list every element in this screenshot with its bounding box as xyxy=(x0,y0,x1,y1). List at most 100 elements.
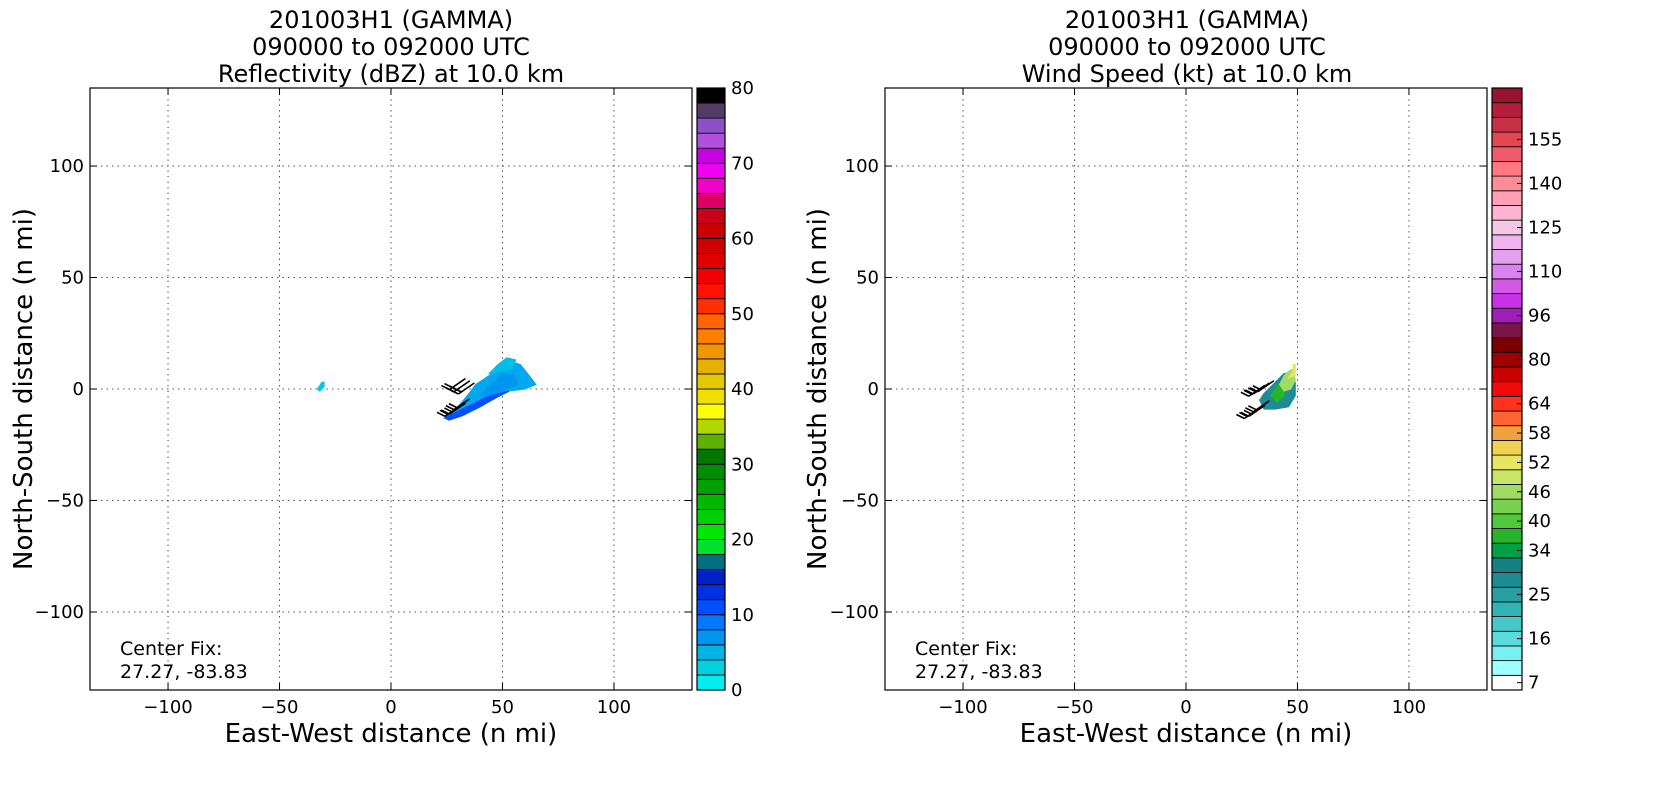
barb-flag xyxy=(1243,389,1253,395)
colorbar-tick-label: 125 xyxy=(1528,217,1562,238)
colorbar-tick-label: 34 xyxy=(1528,541,1551,562)
barb-flag xyxy=(1247,405,1257,411)
center-fix-label: Center Fix: xyxy=(120,638,222,660)
x-tick-label: 50 xyxy=(1286,697,1309,718)
wind-barbs xyxy=(1236,380,1275,420)
colorbar-tick-label: 80 xyxy=(1528,350,1551,371)
colorbar-cell xyxy=(696,403,726,420)
barb-flag xyxy=(436,411,446,418)
x-tick-label: 50 xyxy=(491,697,514,718)
barb-flag xyxy=(444,382,453,389)
colorbar-cell xyxy=(1491,190,1523,206)
colorbar-cell xyxy=(696,253,726,270)
colorbar-cell xyxy=(1491,469,1523,485)
chart-title-line: 201003H1 (GAMMA) xyxy=(1065,6,1309,34)
colorbar-cell xyxy=(1491,616,1523,632)
x-axis-label: East-West distance (n mi) xyxy=(1020,719,1353,749)
colorbar-cell xyxy=(696,493,726,510)
colorbar-cell xyxy=(1491,381,1523,397)
colorbar-tick-label: 7 xyxy=(1528,673,1539,694)
chart-title-line: 201003H1 (GAMMA) xyxy=(269,6,513,34)
colorbar-cell xyxy=(696,238,726,254)
colorbar-cell xyxy=(696,448,726,465)
colorbar-cell xyxy=(1491,87,1523,104)
y-axis-label: North-South distance (n mi) xyxy=(9,208,39,570)
field-south-edge xyxy=(443,390,510,421)
colorbar-cell xyxy=(1491,557,1523,573)
colorbar-tick-label: 70 xyxy=(731,153,754,174)
center-fix-label: Center Fix: xyxy=(915,638,1017,660)
colorbar-frame xyxy=(1491,87,1523,691)
colorbar-cell xyxy=(696,117,726,134)
wind-barbs xyxy=(436,377,475,418)
colorbar-cell xyxy=(696,102,726,119)
colorbar-cell xyxy=(696,629,726,646)
colorbar-cell xyxy=(696,358,726,375)
grid xyxy=(885,88,1487,690)
colorbar-tick-label: 10 xyxy=(731,605,754,626)
y-tick-label: 50 xyxy=(61,268,84,289)
colorbar-tick-label: 0 xyxy=(731,680,742,701)
colorbar-cell xyxy=(696,478,726,495)
colorbar-cell xyxy=(696,433,726,450)
colorbar-cell xyxy=(1491,278,1523,294)
colorbar-tick-label: 64 xyxy=(1528,394,1551,415)
barb-flag xyxy=(1244,407,1254,413)
colorbar-cell xyxy=(1491,293,1523,309)
colorbar-cell xyxy=(696,207,726,224)
x-tick-label: 0 xyxy=(385,697,396,718)
x-tick-label: −100 xyxy=(143,697,192,718)
colorbar-tick-label: 80 xyxy=(731,78,754,99)
colorbar-cell xyxy=(696,584,726,601)
colorbar: 0 10 20 30 40 50 60 70 80 xyxy=(696,78,754,701)
colorbar-cell xyxy=(696,283,726,300)
colorbar-tick-label: 58 xyxy=(1528,423,1551,444)
y-tick-label: −100 xyxy=(35,602,84,623)
colorbar-cell xyxy=(1491,205,1523,221)
wind-barb xyxy=(1240,384,1266,397)
colorbar-cell xyxy=(1491,572,1523,588)
colorbar-cell xyxy=(696,132,726,149)
colorbar-cell xyxy=(1491,366,1523,383)
colorbar-cell xyxy=(1491,249,1523,265)
center-fix-value: 27.27, -83.83 xyxy=(120,661,248,683)
x-tick-label: −50 xyxy=(1056,697,1094,718)
colorbar-cell xyxy=(1491,102,1523,118)
colorbar-tick-label: 40 xyxy=(1528,511,1551,532)
barb-flag xyxy=(439,409,449,416)
field-north-edge xyxy=(487,357,517,375)
y-tick-label: −100 xyxy=(830,602,879,623)
colorbar-cell xyxy=(696,162,726,179)
colorbar-cell xyxy=(696,614,726,631)
colorbar-cell xyxy=(1491,645,1523,662)
colorbar-cell xyxy=(696,554,726,570)
y-tick-label: 0 xyxy=(73,379,84,400)
wind-barb xyxy=(1236,406,1261,420)
colorbar-cell xyxy=(696,147,726,164)
colorbar-tick-label: 50 xyxy=(731,304,754,325)
barb-flag xyxy=(445,404,455,411)
colorbar-cell xyxy=(696,177,726,194)
x-axis-label: East-West distance (n mi) xyxy=(225,719,558,749)
colorbar-cell xyxy=(696,539,726,555)
colorbar-tick-label: 25 xyxy=(1528,585,1551,606)
colorbar-cell xyxy=(1491,439,1523,456)
colorbar: 7 16 25 34 40 46 52 58 64 80 96 110 125 140 155 xyxy=(1491,87,1562,694)
y-tick-label: −50 xyxy=(46,490,84,511)
colorbar-cell xyxy=(1491,322,1523,339)
chart-title-line: 090000 to 092000 UTC xyxy=(1048,33,1326,61)
colorbar-cell xyxy=(696,328,726,345)
colorbar-tick-label: 110 xyxy=(1528,262,1562,283)
chart-title-line: Reflectivity (dBZ) at 10.0 km xyxy=(218,60,564,88)
colorbar-cell xyxy=(696,268,726,285)
barb-flag xyxy=(448,402,458,409)
reflectivity-panel: 201003H1 (GAMMA)090000 to 092000 UTCRefl… xyxy=(9,6,754,749)
colorbar-cell xyxy=(1491,528,1523,544)
colorbar-cell xyxy=(696,659,726,676)
colorbar-cell xyxy=(1491,116,1523,133)
colorbar-tick-label: 52 xyxy=(1528,452,1551,473)
colorbar-cell xyxy=(696,418,726,435)
colorbar-cell xyxy=(1491,410,1523,427)
data-fields xyxy=(316,357,537,421)
colorbar-cell xyxy=(696,524,726,540)
